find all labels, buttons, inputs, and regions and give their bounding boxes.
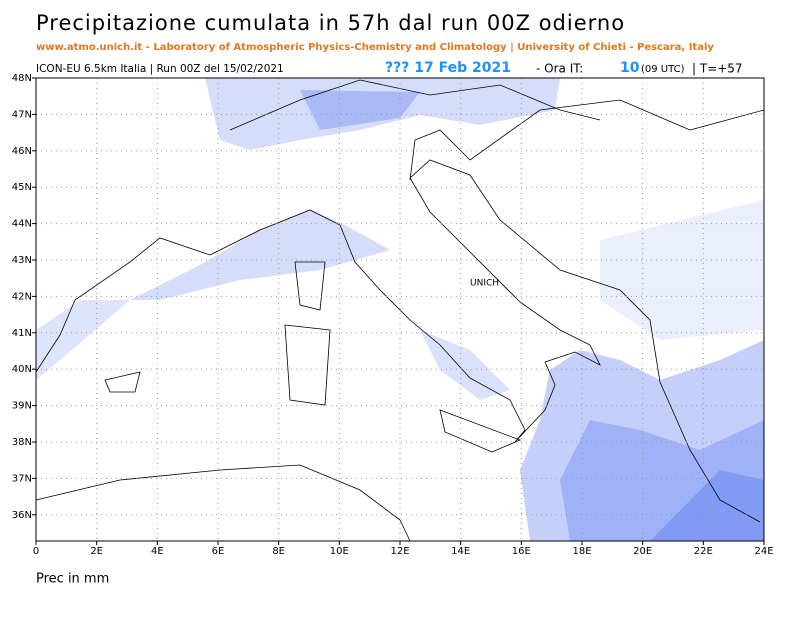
lat-tick-label: 39N xyxy=(12,401,32,412)
lon-tick-label: 16E xyxy=(512,546,531,557)
precip-field xyxy=(36,78,764,541)
lon-tick-label: 8E xyxy=(272,546,285,557)
lon-tick-label: 0 xyxy=(33,546,39,557)
hour-label: - Ora IT: xyxy=(536,62,583,76)
title: Precipitazione cumulata in 57h dal run 0… xyxy=(36,11,625,35)
station-label: UNICH xyxy=(470,279,499,289)
lat-tick-label: 42N xyxy=(12,291,32,302)
lat-tick-label: 37N xyxy=(12,473,32,484)
lon-tick-label: 24E xyxy=(754,546,773,557)
lon-tick-label: 2E xyxy=(90,546,103,557)
lat-tick-label: 47N xyxy=(12,109,32,120)
step: | T=+57 xyxy=(692,62,743,76)
lat-tick-label: 38N xyxy=(12,437,32,448)
lon-tick-label: 10E xyxy=(330,546,349,557)
lon-tick-label: 6E xyxy=(212,546,225,557)
model-info: ICON-EU 6.5km Italia | Run 00Z del 15/02… xyxy=(36,63,284,75)
lon-tick-label: 12E xyxy=(390,546,409,557)
lat-tick-label: 40N xyxy=(12,364,32,375)
lat-tick-label: 46N xyxy=(12,146,32,157)
lat-tick-label: 41N xyxy=(12,328,32,339)
hour: 10 xyxy=(620,60,640,76)
lon-tick-label: 14E xyxy=(451,546,470,557)
coastlines xyxy=(35,79,765,542)
lon-tick-label: 18E xyxy=(572,546,591,557)
forecast-date: ??? 17 Feb 2021 xyxy=(385,60,511,76)
lon-tick-label: 20E xyxy=(633,546,652,557)
subtitle: www.atmo.unich.it - Laboratory of Atmosp… xyxy=(36,42,714,53)
lon-tick-label: 4E xyxy=(151,546,164,557)
footer: Prec in mm xyxy=(36,572,109,587)
lon-tick-label: 22E xyxy=(694,546,713,557)
lat-tick-label: 36N xyxy=(12,510,32,521)
lat-tick-label: 45N xyxy=(12,182,32,193)
lat-tick-label: 43N xyxy=(12,255,32,266)
utc: (09 UTC) xyxy=(641,64,685,75)
lat-tick-label: 44N xyxy=(12,219,32,230)
lat-tick-label: 48N xyxy=(12,73,32,84)
